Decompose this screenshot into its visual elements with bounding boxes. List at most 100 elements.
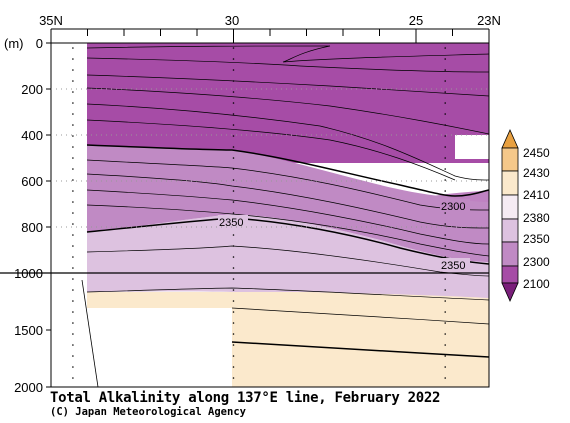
colorbar-label: 2450 — [523, 146, 550, 160]
y-tick-label: 2000 — [14, 380, 43, 395]
station-sample-dot — [232, 91, 235, 93]
station-sample-dot — [72, 113, 74, 115]
station-sample-dot — [444, 344, 447, 346]
station-sample-dot — [72, 157, 74, 159]
plot-fill — [51, 43, 489, 387]
station-sample-dot — [444, 322, 447, 324]
y-tick-group: 0 200 400 600 800 1000 1500 2000 — [14, 36, 489, 395]
station-sample-dot — [444, 179, 447, 181]
x-tick-label: 35N — [39, 13, 63, 28]
station-sample-dot — [444, 366, 447, 368]
station-sample-dot — [72, 47, 74, 49]
contour-line — [86, 74, 490, 97]
contour-line — [86, 173, 490, 229]
station-sample-dot — [232, 245, 235, 247]
contour-line — [86, 103, 490, 181]
station-sample-dot — [232, 256, 235, 258]
station-sample-dot — [232, 179, 235, 181]
colorbar-label: 2100 — [523, 277, 550, 291]
contour-line — [86, 144, 490, 197]
station-sample-dot — [232, 212, 235, 214]
colorbar-swatch — [501, 265, 519, 284]
station-sample-dot — [72, 135, 74, 137]
station-sample-dot — [72, 223, 74, 225]
contour-line — [86, 119, 456, 181]
station-sample-dot — [444, 190, 447, 192]
station-sample-dot — [72, 146, 74, 148]
y-tick-label: 0 — [36, 36, 43, 51]
contour-line — [86, 87, 490, 135]
station-sample-dot — [444, 256, 447, 258]
station-sample-dot — [232, 300, 235, 302]
station-sample-dot — [72, 300, 74, 302]
y-tick-label: 200 — [21, 82, 43, 97]
station-sample-dot — [444, 223, 447, 225]
seafloor-line — [81, 279, 99, 388]
station-sample-dot — [444, 113, 447, 115]
contour-label-bg — [440, 258, 470, 271]
colorbar-swatch — [501, 218, 519, 243]
contour-line — [86, 287, 490, 301]
contour-lines — [0, 45, 490, 388]
plot-border — [50, 42, 490, 388]
contour-line — [86, 204, 490, 257]
station-sample-dot — [72, 212, 74, 214]
station-sample-dot — [232, 355, 235, 357]
station-sample-dot — [444, 300, 447, 302]
station-sample-dot — [72, 69, 74, 71]
x-axis-minor-ticks — [50, 29, 490, 43]
station-sample-dot — [72, 366, 74, 368]
station-sample-dot — [444, 245, 447, 247]
station-sample-dot — [232, 201, 235, 203]
contour-label-bg — [218, 215, 248, 228]
station-sample-dot — [72, 311, 74, 313]
colorbar-swatch — [501, 194, 519, 220]
station-sample-dot — [72, 267, 74, 269]
y-tick-label: 600 — [21, 174, 43, 189]
region-mid-purple-fill — [87, 145, 489, 262]
station-sample-dot — [232, 69, 235, 71]
station-sample-dot — [232, 146, 235, 148]
contour-label: 2350 — [219, 217, 243, 229]
station-sample-dot — [72, 322, 74, 324]
station-sample-dot — [232, 168, 235, 170]
station-sample-dot — [232, 113, 235, 115]
colorbar-label: 2410 — [523, 188, 550, 202]
contour-line — [86, 57, 490, 73]
colorbar-bottom-arrow — [501, 282, 519, 302]
colorbar-swatch — [501, 147, 519, 172]
contour-line — [86, 45, 490, 63]
station-sample-dot — [232, 47, 235, 49]
station-sample-dot — [444, 124, 447, 126]
contour-line — [231, 307, 490, 325]
y-axis-unit: (m) — [4, 36, 24, 51]
station-sample-dot — [444, 47, 447, 49]
colorbar-label: 2300 — [523, 255, 550, 269]
colorbar-swatch — [501, 241, 519, 267]
station-sample-dot — [444, 157, 447, 159]
station-sample-dot — [72, 355, 74, 357]
contour-labels: 2350 2300 2350 — [218, 199, 470, 272]
contour-label: 2350 — [441, 260, 465, 272]
x-tick-label: 25 — [409, 13, 423, 28]
station-sample-dot — [232, 289, 235, 291]
colorbar-top-arrow — [501, 129, 519, 149]
station-sample-dot — [444, 146, 447, 148]
station-sample-dot — [444, 377, 447, 379]
station-sample-dot — [72, 91, 74, 93]
station-sample-dot — [72, 102, 74, 104]
colorbar-label: 2430 — [523, 166, 550, 180]
station-sample-dot — [444, 333, 447, 335]
station-sample-dot — [444, 102, 447, 104]
station-sample-dot — [444, 168, 447, 170]
station-sample-dot — [232, 135, 235, 137]
y-tick-label: 400 — [21, 128, 43, 143]
station-sample-dot — [72, 58, 74, 60]
contour-line — [231, 341, 490, 358]
colorbar-swatch — [501, 170, 519, 196]
colorbar-label: 2380 — [523, 211, 550, 225]
station-sample-dot — [72, 201, 74, 203]
station-sample-dot — [444, 80, 447, 82]
chart-title: Total Alkalinity along 137°E line, Febru… — [50, 390, 441, 406]
